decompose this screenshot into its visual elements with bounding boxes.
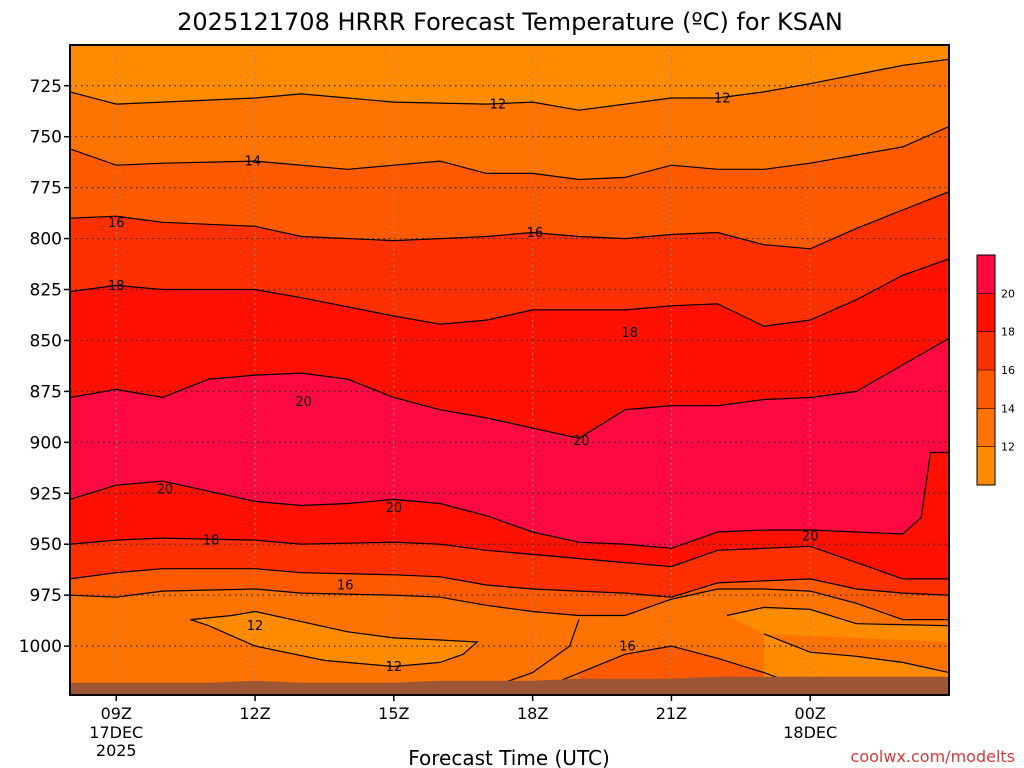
- contour-label: 20: [573, 434, 590, 449]
- contour-line: [70, 258, 949, 327]
- contour-line: [70, 125, 949, 181]
- plot-area: 12 12 14 16 16 18 18 20 20 20 20 20 18 16 12 16 12: [70, 45, 949, 695]
- y-tick-label: 750: [30, 128, 62, 148]
- y-tick-label: 950: [30, 535, 62, 555]
- contour-label: 16: [108, 216, 125, 231]
- contour-label: 18: [203, 534, 220, 549]
- contour-line: [70, 191, 949, 250]
- x-tick-sublabel: 18DEC: [783, 723, 837, 742]
- contour-label: 20: [386, 501, 403, 516]
- y-tick-label: 900: [30, 433, 62, 453]
- x-tick-label: 21Z: [656, 704, 687, 723]
- colorbar-tick-label: 20: [1001, 287, 1015, 300]
- contour-label: 12: [386, 660, 403, 675]
- contour-lines: [70, 58, 949, 690]
- contour-label: 12: [714, 91, 731, 106]
- x-tick-sublabel: 17DEC: [89, 723, 143, 742]
- y-tick-label: 925: [30, 484, 62, 504]
- colorbar-swatch: [977, 331, 995, 371]
- contour-label: 12: [490, 98, 507, 113]
- contour-line: [70, 588, 949, 621]
- colorbar-tick-label: 12: [1001, 441, 1015, 454]
- credit-text: coolwx.com/modelts: [851, 747, 1015, 766]
- band-cool-ridge: [486, 619, 579, 695]
- colorbar: 12 14 16 18 20: [976, 254, 1015, 486]
- colorbar-tick-label: 14: [1001, 402, 1015, 415]
- band-warm-pocket: [560, 646, 792, 683]
- terrain-fill: [70, 676, 949, 695]
- y-tick-label: 850: [30, 331, 62, 351]
- x-tick-label: 09Z: [101, 704, 132, 723]
- colorbar-swatch: [977, 446, 995, 486]
- contour-line: [70, 568, 949, 598]
- band-cool-pocket-right: [726, 607, 949, 643]
- contour-label: 18: [108, 279, 125, 294]
- y-tick-label: 1000: [19, 637, 62, 657]
- contour-label: 12: [247, 619, 264, 634]
- y-tick-label: 775: [30, 179, 62, 199]
- y-tick-label: 725: [30, 77, 62, 97]
- y-tick-label: 825: [30, 281, 62, 301]
- x-axis-label: Forecast Time (UTC): [408, 746, 610, 768]
- plot-frame: [69, 44, 950, 696]
- contour-label: 20: [157, 483, 174, 498]
- contour-line: [726, 606, 949, 627]
- contour-labels: 12 12 14 16 16 18 18 20 20 20 20 20 18 16 12 16 12: [108, 91, 818, 674]
- contour-line: [70, 337, 949, 439]
- contour-label: 20: [802, 530, 819, 545]
- contour-line: [560, 645, 792, 684]
- contour-label: 16: [619, 640, 636, 655]
- x-tick-label: 18Z: [517, 704, 548, 723]
- grid: [70, 45, 949, 695]
- contour-label: 16: [527, 226, 544, 241]
- contour-label: 14: [244, 155, 261, 170]
- contour-label: 20: [295, 395, 312, 410]
- band-cool-pocket: [190, 611, 478, 667]
- chart-title: 2025121708 HRRR Forecast Temperature (ºC…: [177, 8, 843, 36]
- y-axis: 725 750 775 800 825 850 875 900 925 950 975 1000: [19, 77, 70, 657]
- contour-label: 16: [337, 578, 354, 593]
- colorbar-swatch: [977, 293, 995, 333]
- contour-line: [763, 633, 949, 674]
- y-tick-label: 800: [30, 230, 62, 250]
- contour-line: [190, 610, 479, 668]
- colorbar-swatch: [977, 255, 995, 294]
- contour-label: 18: [622, 326, 639, 341]
- contour-line: [70, 537, 949, 580]
- x-tick-sublabel: 2025: [96, 741, 137, 760]
- colorbar-swatch: [977, 370, 995, 409]
- y-tick-label: 875: [30, 382, 62, 402]
- colorbar-tick-label: 18: [1001, 326, 1015, 339]
- x-tick-label: 12Z: [239, 704, 270, 723]
- colorbar-tick-label: 16: [1001, 364, 1015, 377]
- contour-line: [70, 451, 949, 549]
- x-tick-label: 00Z: [795, 704, 826, 723]
- contour-line: [70, 58, 949, 111]
- y-tick-label: 975: [30, 586, 62, 606]
- colorbar-swatch: [977, 408, 995, 448]
- x-tick-label: 15Z: [378, 704, 409, 723]
